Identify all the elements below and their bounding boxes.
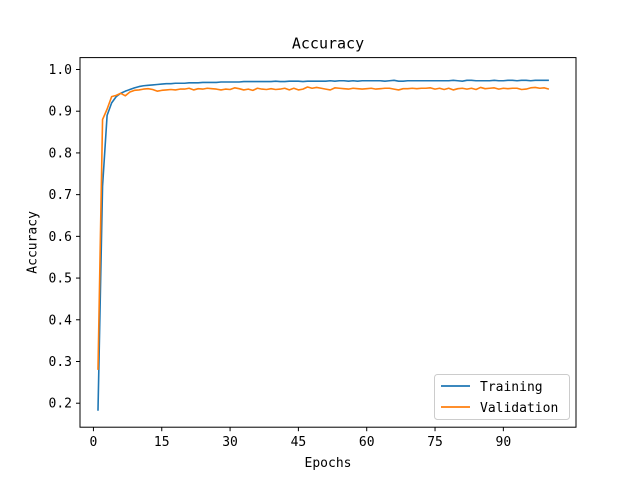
- y-axis-ticks: 0.2 0.3 0.4 0.5 0.6 0.7 0.8 0.9 1.0: [49, 63, 80, 412]
- x-tick-label: 30: [222, 435, 238, 450]
- y-tick-label: 0.9: [49, 105, 72, 120]
- x-tick-label: 75: [427, 435, 443, 450]
- y-tick-label: 0.2: [49, 397, 72, 412]
- series-line-training: [97, 79, 549, 411]
- x-tick-label: 60: [359, 435, 375, 450]
- series-line-validation: [97, 86, 550, 370]
- y-tick-label: 0.7: [49, 188, 72, 203]
- legend-label-validation: Validation: [480, 401, 558, 416]
- y-tick-label: 0.5: [49, 272, 72, 287]
- y-tick-label: 0.3: [49, 355, 72, 370]
- x-tick-label: 0: [90, 435, 98, 450]
- x-axis-ticks: 0 15 30 45 60 75 90: [90, 427, 512, 450]
- legend: Training Validation: [434, 374, 570, 420]
- y-tick-label: 0.4: [49, 313, 73, 328]
- x-axis-label: Epochs: [305, 456, 352, 471]
- x-tick-label: 90: [496, 435, 512, 450]
- x-tick-label: 15: [154, 435, 170, 450]
- y-tick-label: 0.8: [49, 146, 72, 161]
- chart-title: Accuracy: [292, 35, 364, 53]
- y-tick-label: 1.0: [49, 63, 72, 78]
- series-lines: [97, 79, 550, 411]
- x-tick-label: 45: [291, 435, 307, 450]
- legend-label-training: Training: [480, 380, 543, 395]
- y-axis-label: Accuracy: [26, 211, 41, 274]
- plot-frame: [79, 57, 577, 428]
- y-tick-label: 0.6: [49, 230, 72, 245]
